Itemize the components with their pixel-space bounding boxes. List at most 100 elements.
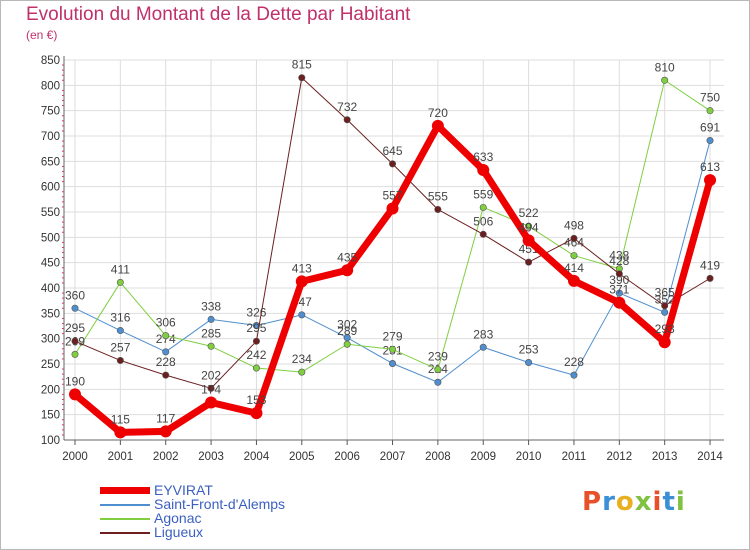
data-point-agonac [343, 340, 351, 348]
x-tick-label: 2002 [153, 451, 179, 463]
x-tick-label: 2013 [652, 451, 678, 463]
legend-swatch [100, 532, 150, 534]
x-tick-label: 2011 [562, 451, 587, 463]
data-label-eyvirat: 633 [473, 150, 493, 164]
data-point-saint-front-d-alemps [661, 308, 669, 316]
data-label-eyvirat: 174 [201, 383, 221, 397]
data-point-ligueux [162, 371, 170, 379]
data-label-agonac: 411 [111, 262, 130, 276]
data-point-ligueux [570, 234, 578, 242]
logo-letter: o [615, 487, 635, 517]
y-tick-label: 450 [41, 258, 60, 270]
data-label-saint-front-d-alemps: 302 [337, 318, 357, 332]
legend-label: Saint-Front-d'Alemps [154, 496, 286, 512]
data-label-agonac: 750 [700, 91, 720, 105]
y-tick-label: 650 [41, 156, 60, 168]
data-label-saint-front-d-alemps: 338 [201, 299, 221, 313]
data-label-agonac: 285 [201, 326, 221, 340]
data-label-ligueux: 555 [428, 189, 448, 203]
data-label-eyvirat: 117 [156, 411, 175, 425]
data-point-saint-front-d-alemps [434, 378, 442, 386]
x-tick-label: 2003 [198, 451, 224, 463]
logo-letter: x [634, 487, 653, 517]
data-label-ligueux: 419 [700, 258, 720, 272]
data-label-agonac: 522 [519, 206, 539, 220]
y-tick-label: 100 [41, 435, 60, 447]
logo-letter: P [582, 487, 603, 517]
data-point-agonac [389, 345, 397, 353]
legend-label: EYVIRAT [154, 482, 213, 498]
data-point-agonac [661, 76, 669, 84]
unit-label: (en €) [26, 28, 58, 42]
data-point-saint-front-d-alemps [479, 343, 487, 351]
data-point-ligueux [389, 160, 397, 168]
data-label-ligueux: 202 [201, 368, 221, 382]
data-label-saint-front-d-alemps: 253 [519, 342, 539, 356]
y-tick-label: 850 [41, 55, 60, 67]
y-tick-label: 600 [41, 182, 60, 194]
data-point-eyvirat [159, 425, 172, 438]
data-point-agonac [298, 368, 306, 376]
data-point-saint-front-d-alemps [570, 371, 578, 379]
y-tick-label: 550 [41, 207, 60, 219]
data-point-saint-front-d-alemps [706, 137, 714, 145]
data-point-eyvirat [250, 407, 263, 420]
proxiti-logo: Proxiti [582, 487, 686, 517]
data-label-saint-front-d-alemps: 228 [564, 355, 584, 369]
data-label-saint-front-d-alemps: 316 [110, 311, 130, 325]
y-tick-label: 400 [41, 283, 60, 295]
data-point-agonac [570, 252, 578, 260]
data-point-saint-front-d-alemps [71, 304, 79, 312]
y-tick-label: 150 [41, 410, 60, 422]
y-tick-label: 200 [41, 384, 60, 396]
x-tick-label: 2007 [380, 451, 406, 463]
data-point-saint-front-d-alemps [525, 358, 533, 366]
logo-letter: t [662, 487, 676, 517]
data-label-saint-front-d-alemps: 390 [609, 273, 629, 287]
x-tick-label: 2014 [697, 451, 723, 463]
data-label-agonac: 242 [246, 348, 266, 362]
data-point-eyvirat [114, 426, 127, 439]
data-point-agonac [434, 366, 442, 374]
data-point-agonac [162, 332, 170, 340]
data-label-eyvirat: 613 [700, 160, 720, 174]
data-point-ligueux [298, 74, 306, 82]
data-label-eyvirat: 435 [337, 250, 357, 264]
legend-swatch [100, 518, 150, 520]
x-tick-label: 2001 [108, 451, 134, 463]
data-label-eyvirat: 190 [65, 374, 85, 388]
data-point-eyvirat [386, 202, 399, 215]
data-point-eyvirat [69, 388, 81, 401]
data-point-eyvirat [295, 275, 308, 288]
data-label-eyvirat: 494 [519, 220, 539, 234]
legend-swatch [100, 487, 150, 494]
legend-label: Agonac [154, 510, 202, 526]
data-label-agonac: 306 [156, 316, 176, 330]
data-label-ligueux: 295 [246, 321, 266, 335]
data-label-saint-front-d-alemps: 326 [246, 305, 266, 319]
data-point-ligueux [525, 258, 533, 266]
data-label-agonac: 438 [609, 249, 629, 263]
data-label-ligueux: 645 [383, 144, 403, 158]
y-tick-label: 350 [41, 308, 60, 320]
y-tick-label: 800 [41, 80, 60, 92]
data-label-agonac: 234 [292, 352, 312, 366]
y-tick-label: 700 [41, 131, 60, 143]
data-label-eyvirat: 557 [383, 188, 403, 202]
data-point-ligueux [343, 116, 351, 124]
data-point-ligueux [252, 337, 260, 345]
data-point-agonac [252, 364, 260, 372]
data-label-eyvirat: 413 [292, 261, 312, 275]
data-point-saint-front-d-alemps [207, 315, 215, 323]
data-point-saint-front-d-alemps [116, 327, 124, 335]
data-label-agonac: 810 [655, 60, 675, 74]
data-label-ligueux: 257 [110, 340, 130, 354]
data-point-ligueux [207, 384, 215, 392]
data-label-eyvirat: 293 [655, 322, 675, 336]
data-point-agonac [71, 350, 79, 358]
data-label-agonac: 239 [428, 350, 448, 364]
data-point-saint-front-d-alemps [615, 289, 623, 297]
data-point-ligueux [434, 205, 442, 213]
data-label-eyvirat: 153 [246, 393, 266, 407]
